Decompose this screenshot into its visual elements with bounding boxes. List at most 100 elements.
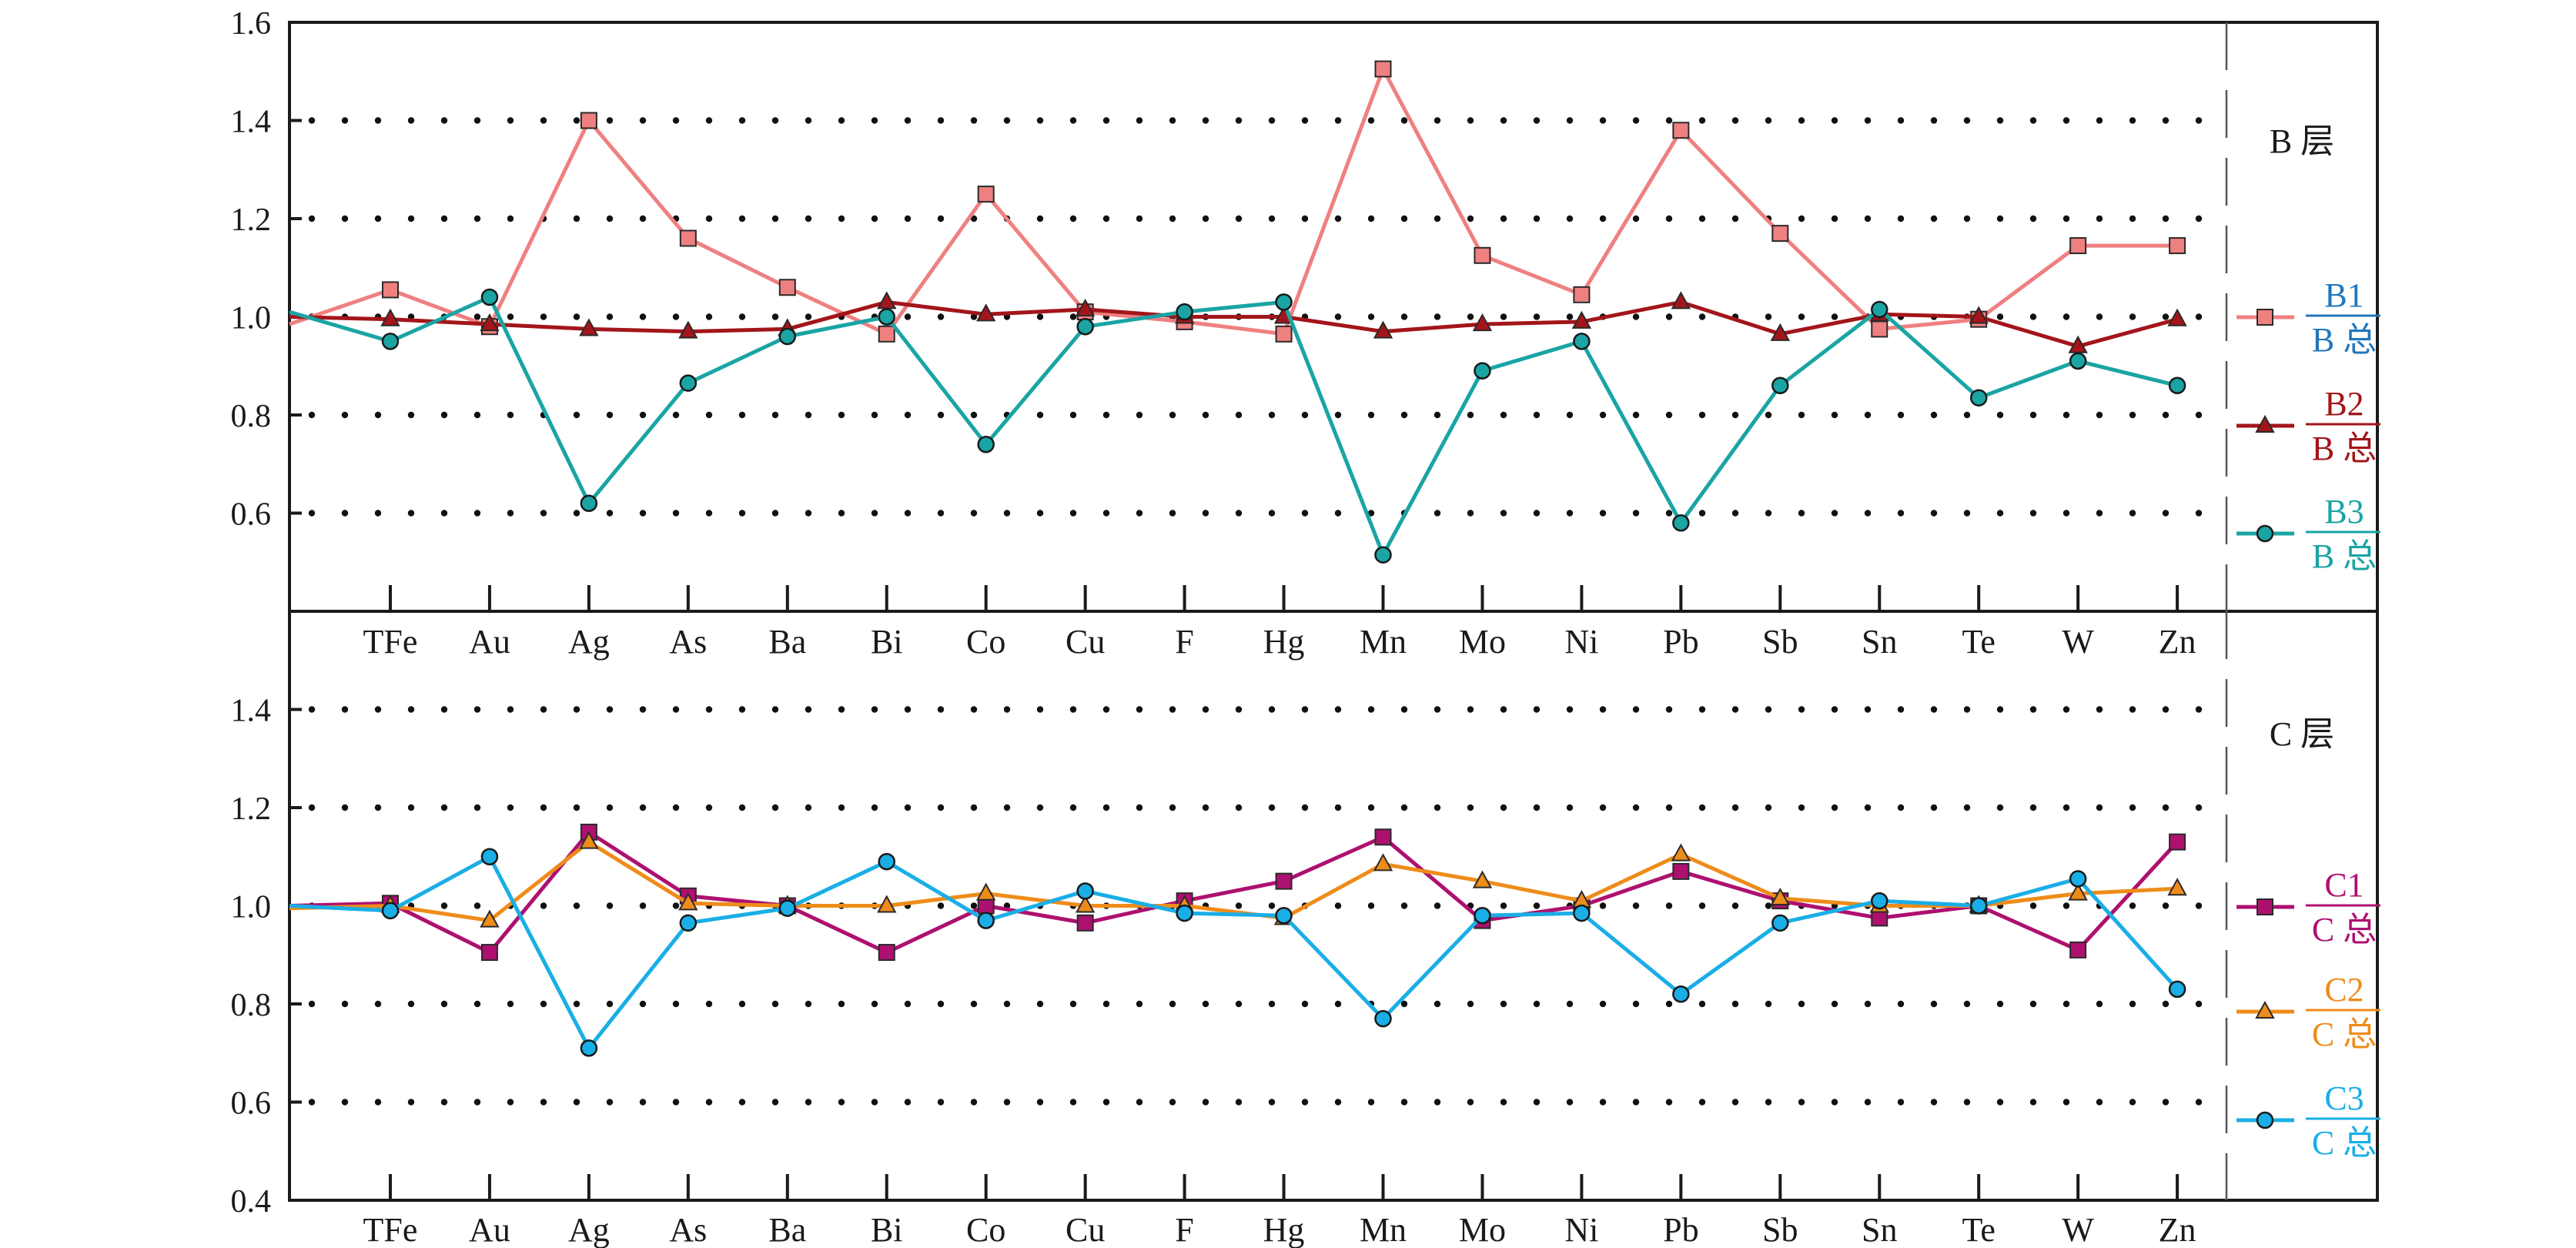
grid-dot (1268, 411, 1276, 419)
x-category-label: Te (1962, 1211, 1996, 1248)
y-tick-label: 0.6 (231, 497, 272, 533)
grid-dot (1765, 1000, 1772, 1008)
legend-marker-b1 (2257, 309, 2273, 326)
grid-dot (1334, 706, 1342, 713)
b-layer-panel: 0.6 0.8 1.0 1.2 1.4 1.6 TFe Au Ag As Ba Bi Co Cu F Hg Mn… (231, 6, 2380, 661)
grid-dot (473, 510, 481, 517)
grid-dot (1765, 1099, 1772, 1106)
grid-dot (440, 510, 448, 517)
series-line-c2 (289, 840, 2178, 923)
grid-dot (1434, 411, 1441, 419)
marker-c3 (1771, 914, 1789, 932)
grid-dot (672, 510, 680, 517)
marker-c1 (2169, 833, 2186, 851)
grid-dot (871, 411, 878, 419)
grid-dot (2062, 804, 2070, 811)
grid-dot (1566, 706, 1574, 713)
grid-dot (2096, 215, 2103, 222)
x-category-label: Ag (568, 623, 610, 661)
grid-dot (2129, 1000, 2136, 1008)
grid-dot (1069, 117, 1077, 124)
marker-b3 (2168, 376, 2186, 394)
grid-dot (1599, 215, 1607, 222)
grid-dot (1400, 1000, 1408, 1008)
grid-dot (1698, 804, 1706, 811)
grid-dot (1864, 411, 1872, 419)
grid-dot (1169, 215, 1176, 222)
marker-c3 (480, 848, 499, 865)
grid-dot (639, 902, 647, 909)
grid-dot (1996, 804, 2004, 811)
grid-dot (507, 117, 514, 124)
grid-dot (1136, 510, 1143, 517)
grid-dot (1731, 215, 1739, 222)
grid-dot (341, 804, 349, 811)
x-category-label: Bi (871, 1211, 903, 1248)
grid-dot (1765, 902, 1772, 909)
marker-b1 (2169, 237, 2186, 255)
grid-dot (1202, 117, 1209, 124)
marker-c2 (976, 882, 996, 901)
grid-dot (1533, 117, 1541, 124)
grid-dot (1599, 706, 1607, 713)
grid-dot (606, 215, 614, 222)
grid-dot (1136, 706, 1143, 713)
grid-dot (573, 313, 580, 320)
grid-dot (374, 1000, 382, 1008)
grid-dot (1036, 510, 1044, 517)
grid-dot (2129, 313, 2136, 320)
marker-b1 (1672, 122, 1690, 139)
grid-dot (970, 902, 978, 909)
marker-b1 (580, 112, 597, 129)
grid-dot (771, 313, 779, 320)
y-tick-label: 0.4 (231, 1184, 272, 1220)
grid-dot (2195, 215, 2203, 222)
grid-dot (1136, 1099, 1143, 1106)
legend-numerator-c2: C2 (2324, 971, 2364, 1009)
grid-dot (1334, 1099, 1342, 1106)
marker-b1 (878, 325, 895, 343)
c-layer-legend: C1 C 总 C2 C 总 C3 C 总 (2236, 866, 2380, 1162)
grid-dot (1897, 215, 1905, 222)
grid-dot (1169, 117, 1176, 124)
grid-dot (1930, 117, 1938, 124)
grid-dot (308, 411, 316, 419)
grid-dot (1996, 510, 2004, 517)
marker-c2 (579, 831, 599, 849)
grid-dot (1897, 117, 1905, 124)
x-category-label: Zn (2159, 1211, 2196, 1248)
marker-b2 (976, 303, 996, 322)
marker-c3 (1474, 907, 1491, 925)
grid-dot (1467, 313, 1474, 320)
grid-dot (705, 804, 713, 811)
grid-dot (1069, 510, 1077, 517)
grid-dot (1301, 510, 1309, 517)
x-category-label: F (1175, 623, 1193, 661)
grid-dot (1632, 1000, 1640, 1008)
grid-dot (1036, 117, 1044, 124)
grid-dot (1698, 117, 1706, 124)
grid-dot (407, 1099, 415, 1106)
grid-dot (341, 1099, 349, 1106)
grid-dot (540, 510, 547, 517)
grid-dot (871, 804, 878, 811)
grid-dot (1665, 706, 1673, 713)
grid-dot (738, 804, 746, 811)
grid-dot (1301, 411, 1309, 419)
marker-c2 (1373, 853, 1393, 872)
grid-dot (1798, 1000, 1805, 1008)
grid-dot (738, 1000, 746, 1008)
x-category-label: Au (469, 623, 510, 661)
grid-dot (639, 706, 647, 713)
x-category-label: Mn (1360, 1211, 1407, 1248)
grid-dot (1566, 1099, 1574, 1106)
grid-dot (738, 510, 746, 517)
c-layer-axes: 0.4 0.6 0.8 1.0 1.2 1.4 TFe Au Ag As Ba Bi Co Cu F Hg Mn… (231, 694, 2196, 1248)
grid-dot (1632, 215, 1640, 222)
grid-dot (1400, 313, 1408, 320)
grid-dot (1864, 215, 1872, 222)
grid-dot (1798, 215, 1805, 222)
grid-dot (473, 1000, 481, 1008)
c-layer-series (289, 823, 2187, 1057)
grid-dot (1996, 117, 2004, 124)
